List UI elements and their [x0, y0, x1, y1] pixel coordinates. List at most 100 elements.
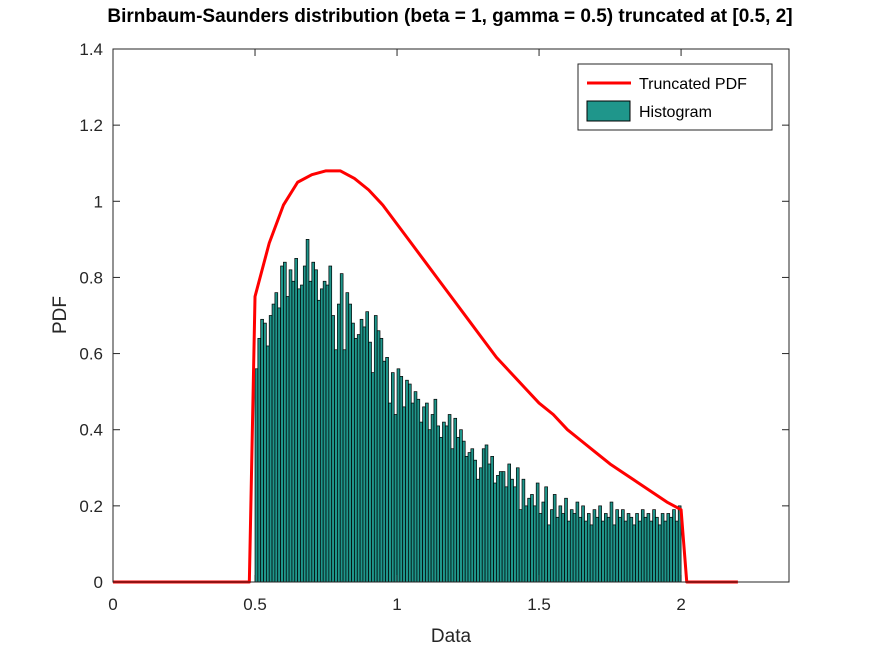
- histogram-bar: [345, 292, 350, 583]
- histogram-bar: [632, 524, 636, 583]
- histogram-bar: [672, 509, 676, 583]
- histogram-bar: [430, 414, 435, 583]
- histogram-bar: [388, 402, 392, 583]
- x-tick-label: 0.5: [243, 595, 267, 614]
- histogram-bar: [317, 299, 321, 583]
- histogram-bar: [439, 436, 443, 583]
- histogram-bar: [638, 520, 642, 583]
- histogram-bar: [660, 513, 665, 583]
- histogram-bar: [535, 482, 540, 583]
- histogram-bar: [663, 520, 668, 583]
- y-tick-label: 1: [94, 192, 103, 211]
- y-tick-label: 1.4: [79, 40, 103, 59]
- legend-histogram-swatch: [586, 100, 631, 122]
- histogram-bar: [280, 265, 284, 583]
- histogram-bar: [354, 337, 358, 583]
- histogram-bar: [621, 509, 625, 583]
- histogram-bar: [604, 513, 608, 583]
- histogram-bar: [351, 322, 355, 583]
- histogram-bar: [561, 513, 565, 583]
- histogram-bar: [629, 516, 634, 583]
- histogram-bar: [459, 429, 463, 583]
- histogram-bar: [481, 448, 486, 583]
- histogram-bar: [405, 379, 409, 583]
- histogram-bar: [433, 398, 438, 583]
- histogram-bar: [544, 486, 548, 583]
- histogram-bar: [657, 524, 662, 583]
- histogram-bar: [510, 478, 514, 583]
- histogram-bar: [365, 311, 369, 583]
- histogram-bar: [558, 505, 563, 583]
- y-axis-ticks: 0 0.2 0.4 0.6 0.8 1 1.2 1.4: [79, 40, 789, 592]
- x-tick-label: 2: [676, 595, 685, 614]
- histogram-bar: [490, 456, 494, 583]
- y-tick-label: 1.2: [79, 116, 103, 135]
- histogram-bar: [487, 463, 492, 583]
- histogram-bar: [655, 516, 659, 583]
- legend-pdf-label: Truncated PDF: [639, 76, 747, 93]
- x-tick-label: 0: [108, 595, 117, 614]
- histogram-bar: [533, 505, 537, 583]
- histogram-bar: [595, 516, 600, 583]
- histogram-bar: [666, 513, 671, 583]
- histogram-bar: [285, 296, 290, 583]
- histogram-bar: [266, 345, 270, 583]
- histogram-bar: [362, 326, 367, 583]
- histogram-bar: [447, 414, 452, 583]
- histogram-bar: [606, 516, 611, 583]
- histogram-bar: [427, 429, 432, 583]
- histogram-bar: [609, 501, 614, 583]
- histogram-bar: [322, 280, 327, 583]
- histogram-bar: [376, 330, 381, 583]
- histogram-bar: [416, 398, 421, 583]
- histogram-bar: [408, 383, 412, 583]
- histogram-bar: [359, 318, 364, 583]
- histogram-bar: [442, 421, 446, 583]
- histogram-bar: [271, 303, 276, 583]
- histogram-bar: [302, 265, 307, 583]
- histogram-bar: [391, 372, 395, 583]
- histogram-bar: [379, 337, 384, 583]
- histogram-bar: [444, 425, 449, 583]
- histogram-bar: [589, 524, 594, 583]
- pdf-line: [113, 169, 738, 584]
- histogram-bar: [368, 341, 372, 583]
- histogram-bar: [513, 486, 517, 583]
- histogram-bar: [504, 486, 509, 583]
- histogram-bar: [592, 509, 597, 583]
- histogram-bar: [396, 368, 401, 583]
- histogram-bar: [473, 459, 477, 583]
- histogram-bar: [646, 513, 651, 583]
- histogram-bar: [538, 513, 543, 583]
- histogram-bar: [337, 303, 341, 583]
- histogram-bar: [521, 478, 526, 583]
- histogram-bar: [283, 261, 287, 583]
- histogram-bar: [498, 471, 503, 583]
- histogram-bar: [643, 516, 648, 583]
- x-tick-label: 1: [392, 595, 401, 614]
- histogram-bar: [572, 513, 577, 583]
- histogram-bar: [555, 516, 560, 583]
- chart-title: Birnbaum-Saunders distribution (beta = 1…: [107, 6, 792, 27]
- histogram-bar: [319, 288, 324, 583]
- legend: Truncated PDF Histogram: [577, 63, 773, 131]
- histogram-bar: [413, 391, 418, 583]
- histogram-bar: [541, 501, 546, 583]
- histogram-bar: [530, 494, 534, 583]
- histogram-bar: [300, 284, 304, 583]
- histogram-bar: [479, 467, 483, 583]
- histogram-bar: [652, 509, 656, 583]
- histogram-bar: [507, 463, 511, 583]
- histogram-bar: [254, 368, 259, 583]
- histogram-bar: [550, 509, 554, 583]
- histogram-bar: [615, 509, 619, 583]
- histogram-bars: [254, 239, 682, 583]
- histogram-bar: [467, 452, 472, 583]
- histogram-bar: [325, 284, 330, 583]
- legend-histogram-label: Histogram: [639, 104, 712, 121]
- histogram-bar: [496, 475, 500, 583]
- histogram-bar: [623, 520, 628, 583]
- y-tick-label: 0: [94, 573, 103, 592]
- histogram-bar: [450, 448, 455, 583]
- histogram-bar: [527, 497, 531, 583]
